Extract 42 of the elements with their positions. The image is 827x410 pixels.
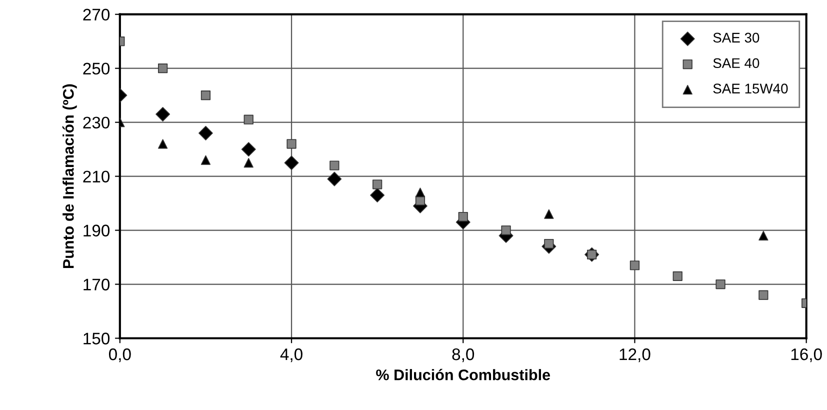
point <box>200 90 211 100</box>
legend-label: SAE 40 <box>713 58 760 68</box>
point <box>241 142 256 157</box>
point <box>672 271 682 281</box>
x-tick-label: 0,0 <box>108 348 131 362</box>
point <box>158 139 168 149</box>
point <box>370 188 385 202</box>
y-tick-label: 150 <box>84 332 110 344</box>
point <box>372 180 382 190</box>
point <box>544 238 554 249</box>
point <box>758 290 768 300</box>
point <box>630 260 640 270</box>
point <box>501 225 511 236</box>
point <box>716 279 726 290</box>
x-axis-title: % Dilución Combustible <box>376 368 550 380</box>
point <box>284 156 299 170</box>
x-tick-label: 8,0 <box>452 348 474 362</box>
legend-label: SAE 30 <box>713 32 760 43</box>
point <box>158 64 168 74</box>
y-tick-label: 190 <box>84 224 110 236</box>
point <box>458 212 468 222</box>
point <box>330 160 340 170</box>
point <box>244 114 254 124</box>
y-axis-title: Punto de Inflamación (ºC) <box>62 84 77 268</box>
x-tick-label: 4,0 <box>280 348 302 362</box>
y-tick-label: 210 <box>83 170 110 183</box>
y-tick-label: 250 <box>83 62 110 75</box>
point <box>415 188 426 198</box>
y-tick-label: 170 <box>84 278 110 290</box>
point <box>758 230 768 240</box>
point <box>198 126 213 140</box>
y-tick-label: 230 <box>83 116 110 129</box>
point <box>200 155 211 165</box>
point <box>327 172 342 186</box>
point <box>244 158 254 168</box>
x-tick-label: 16,0 <box>791 348 822 362</box>
point <box>544 209 554 219</box>
x-tick-label: 12,0 <box>620 348 650 362</box>
y-tick-label: 270 <box>83 8 110 21</box>
legend-label: SAE 15W40 <box>713 84 788 94</box>
point <box>156 106 170 122</box>
point <box>286 139 296 149</box>
